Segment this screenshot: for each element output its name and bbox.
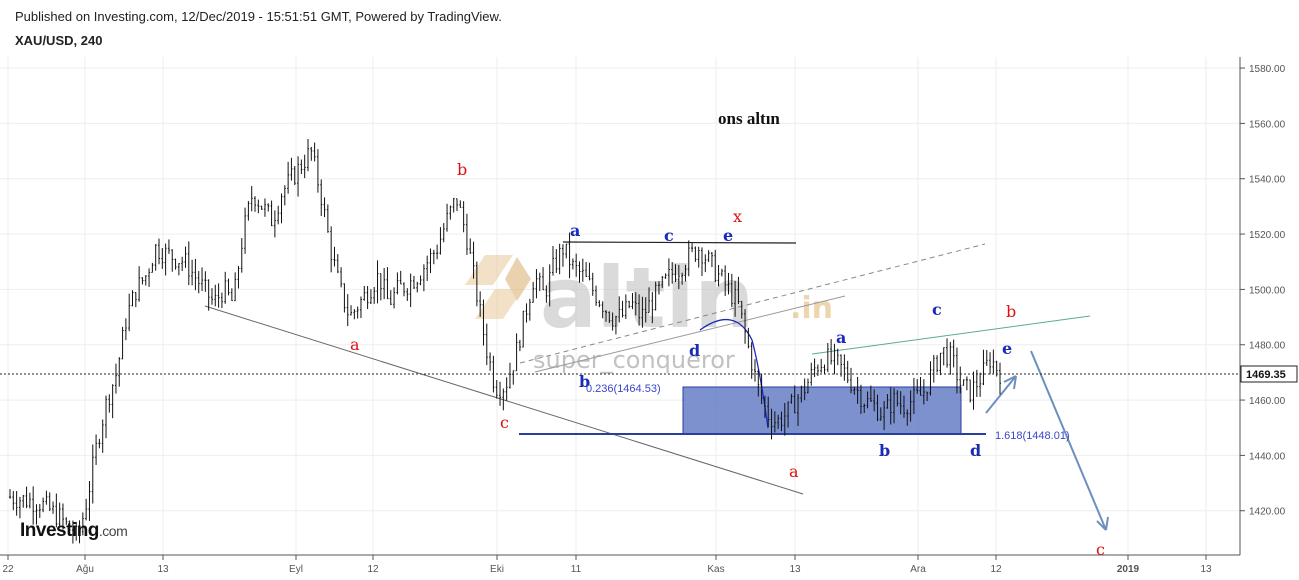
wave-red-c1: c <box>500 413 509 432</box>
watermark-brand: altin <box>540 249 754 347</box>
x-tick-label-4: 12 <box>367 564 379 575</box>
resistance-line <box>562 241 797 244</box>
wave-red-a1: a <box>350 335 360 354</box>
watermark-logo-mark <box>465 255 531 319</box>
y-tick-label-5: 1520.00 <box>1249 230 1286 241</box>
wave-blue-d1: d <box>689 341 700 360</box>
y-tick-label-2: 1460.00 <box>1249 396 1286 407</box>
x-axis[interactable]: 22 Ağu 13 Eyl 12 Eki 11 Kas 13 Ara 12 2019 13 <box>2 555 1212 575</box>
x-tick-label-10: 12 <box>990 564 1002 575</box>
symbol-label: XAU/USD, 240 <box>15 33 103 48</box>
wave-red-b2: b <box>1006 302 1016 321</box>
chart-header: Published on Investing.com, 12/Dec/2019 … <box>15 9 502 24</box>
y-tick-label-4: 1500.00 <box>1249 285 1286 296</box>
trendline-dashed <box>519 243 986 364</box>
wave-arc <box>699 318 769 429</box>
x-tick-label-12: 13 <box>1200 564 1212 575</box>
grid <box>0 57 1240 555</box>
projection-up-head <box>1003 375 1017 390</box>
wave-blue-e2: e <box>1002 339 1012 358</box>
y-axis[interactable]: 1420.00 1440.00 1460.00 1480.00 1500.00 1520.… <box>1240 64 1286 518</box>
last-price-label: 1469.35 <box>1240 365 1298 383</box>
y-tick-label-7: 1560.00 <box>1249 119 1286 130</box>
y-tick-label-3: 1480.00 <box>1249 341 1286 352</box>
wave-red-x: x <box>733 207 742 226</box>
wave-red-c2: c <box>1096 540 1105 559</box>
y-tick-label-6: 1540.00 <box>1249 175 1286 186</box>
watermark-author: super_conqueror <box>533 346 735 374</box>
x-tick-label-5: Eki <box>490 564 504 575</box>
fib-zone <box>682 386 962 435</box>
wave-blue-d2: d <box>970 441 981 460</box>
x-tick-label-0: 22 <box>2 564 14 575</box>
projection-up <box>985 375 1017 414</box>
wave-blue-c1: c <box>664 226 674 245</box>
wave-blue-a2: a <box>836 328 846 347</box>
x-tick-label-3: Eyl <box>289 564 303 575</box>
x-tick-label-2: 13 <box>157 564 169 575</box>
y-tick-label-1: 1440.00 <box>1249 451 1286 462</box>
x-tick-label-1: Ağu <box>76 564 94 575</box>
trendline-falling <box>204 305 804 495</box>
logo-suffix: .com <box>98 523 128 539</box>
wave-red-a2: a <box>789 462 799 481</box>
last-price-value: 1469.35 <box>1246 369 1286 381</box>
drawings <box>204 241 1109 531</box>
chart-title: ons altın <box>718 109 780 128</box>
y-tick-label-8: 1580.00 <box>1249 64 1286 75</box>
logo-main: Investing <box>20 520 99 541</box>
watermark-domain: .in <box>790 291 833 326</box>
wave-blue-c2: c <box>932 300 942 319</box>
fib-label-lower: 1.618(1448.01) <box>995 430 1070 442</box>
wave-blue-b2: b <box>879 441 890 460</box>
investing-logo[interactable]: Investing.com <box>20 520 128 542</box>
x-tick-label-7: Kas <box>707 564 724 575</box>
y-tick-label-0: 1420.00 <box>1249 507 1286 518</box>
wave-blue-b1: b <box>579 372 590 391</box>
wave-red-b1: b <box>457 160 467 179</box>
wave-labels: a c e d b a b c d e b a c x a b c 0.236(… <box>350 160 1105 559</box>
projection-down-head <box>1096 516 1109 531</box>
x-tick-label-6: 11 <box>571 564 582 575</box>
candles <box>9 138 1001 544</box>
fib-label-upper: 0.236(1464.53) <box>586 383 661 395</box>
trendline-green <box>811 315 1091 355</box>
wave-blue-a1: a <box>570 221 580 240</box>
x-tick-label-9: Ara <box>910 564 926 575</box>
wave-blue-e1: e <box>723 226 733 245</box>
x-tick-label-11: 2019 <box>1117 564 1140 575</box>
projection-down <box>1030 350 1107 531</box>
x-tick-label-8: 13 <box>789 564 801 575</box>
trendline-grey <box>534 295 846 373</box>
